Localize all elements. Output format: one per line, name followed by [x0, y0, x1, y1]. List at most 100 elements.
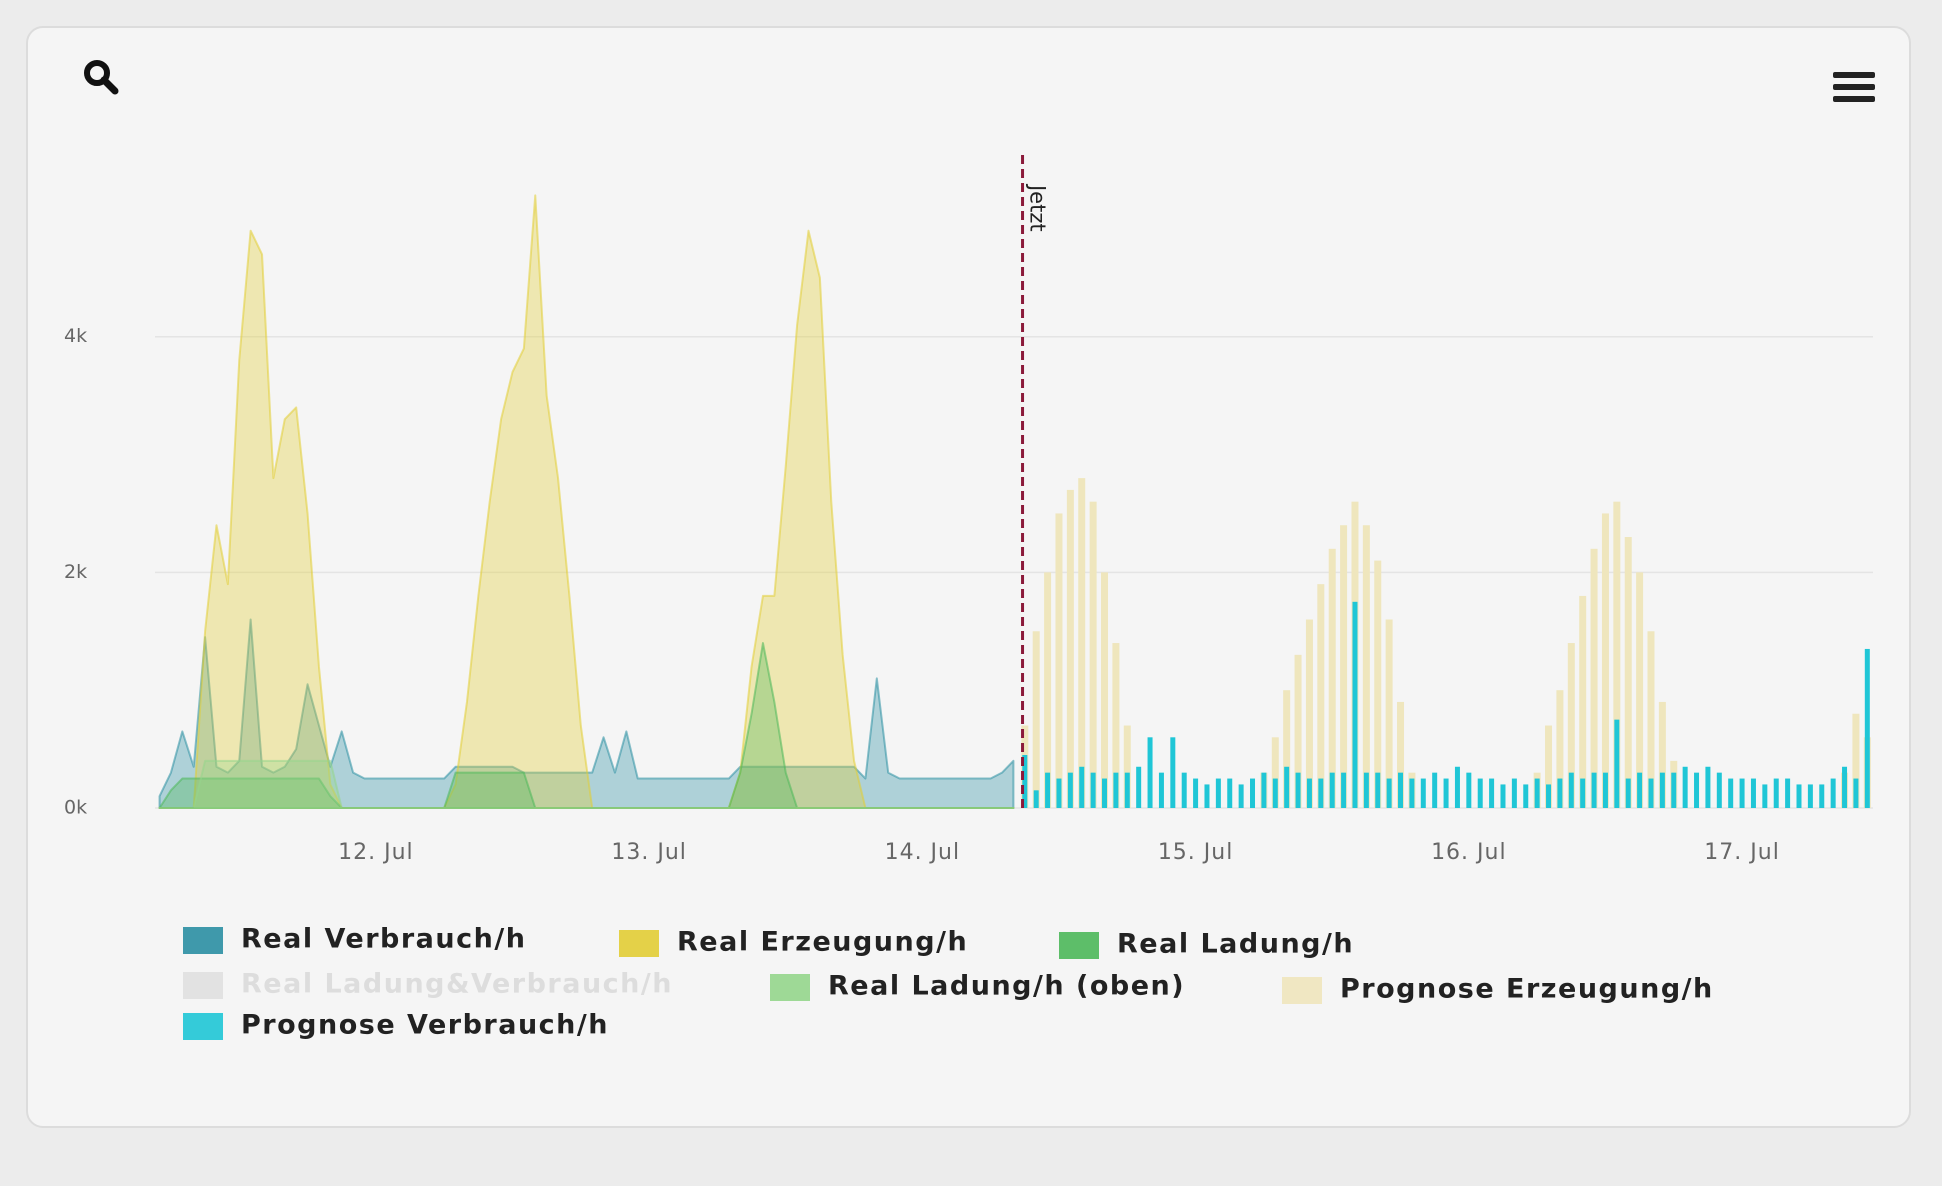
column	[1398, 772, 1404, 808]
legend-symbol	[183, 972, 223, 999]
area	[158, 618, 1015, 809]
column	[1409, 778, 1415, 808]
zoom-icon-handle	[100, 76, 119, 95]
legend-item[interactable]: Prognose Verbrauch/h	[183, 1010, 609, 1041]
column	[1830, 778, 1836, 808]
column	[1716, 772, 1722, 808]
legend-label: Real Ladung&Verbrauch/h	[241, 969, 673, 1000]
column	[1705, 766, 1711, 808]
column	[1443, 778, 1449, 808]
column	[1671, 772, 1677, 808]
column	[1625, 778, 1631, 808]
column	[1614, 719, 1620, 808]
column	[1306, 778, 1312, 808]
legend-item[interactable]: Real Ladung/h	[1059, 929, 1354, 960]
legend-item[interactable]: Prognose Erzeugung/h	[1282, 974, 1714, 1005]
column	[1842, 766, 1848, 808]
legend-label: Real Ladung/h	[1117, 929, 1354, 960]
legend-item[interactable]: Real Ladung/h (oben)	[770, 971, 1185, 1002]
column	[1523, 784, 1529, 808]
column	[1386, 778, 1392, 808]
legend-item[interactable]: Real Erzeugung/h	[619, 927, 968, 958]
column	[1546, 784, 1552, 808]
column	[1739, 778, 1745, 808]
column	[1579, 595, 1587, 808]
column	[1864, 648, 1870, 808]
column	[1602, 772, 1608, 808]
column	[1534, 778, 1540, 808]
column	[1785, 778, 1791, 808]
column	[1590, 548, 1598, 808]
column	[1658, 701, 1666, 808]
x-tick-label: 14. Jul	[885, 840, 961, 865]
menu-icon-bar	[1833, 72, 1875, 78]
column	[1477, 778, 1483, 808]
column	[1261, 772, 1267, 808]
column	[1123, 725, 1131, 808]
menu-icon-bar	[1833, 96, 1875, 102]
x-tick-label: 16. Jul	[1431, 840, 1507, 865]
column	[1363, 772, 1369, 808]
column	[1101, 572, 1109, 808]
legend-symbol	[619, 930, 659, 957]
column	[1489, 778, 1495, 808]
column	[1056, 778, 1062, 808]
zoom-icon-lens	[84, 60, 110, 86]
plot-line-label: Jetzt	[1026, 183, 1050, 232]
column	[1329, 772, 1335, 808]
column	[1557, 778, 1563, 808]
column	[1762, 784, 1768, 808]
column	[1624, 537, 1632, 808]
column	[1420, 778, 1426, 808]
x-tick-label: 13. Jul	[611, 840, 687, 865]
legend-label: Prognose Verbrauch/h	[241, 1010, 609, 1041]
zoom-button[interactable]	[84, 60, 119, 95]
column	[1204, 784, 1210, 808]
column	[1659, 772, 1665, 808]
column	[1853, 778, 1859, 808]
legend-label: Real Erzeugung/h	[677, 927, 968, 958]
column	[1556, 690, 1564, 808]
column	[1819, 784, 1825, 808]
column	[1385, 619, 1393, 808]
column	[1055, 513, 1063, 808]
menu-button[interactable]	[1833, 72, 1875, 102]
column	[1112, 643, 1120, 808]
column	[1466, 772, 1472, 808]
column	[1294, 654, 1302, 808]
column	[1079, 766, 1085, 808]
column	[1295, 772, 1301, 808]
column	[1158, 772, 1164, 808]
legend: Real Verbrauch/h Real Erzeugung/h Real Lad…	[183, 924, 1714, 1041]
legend-symbol	[183, 1013, 223, 1040]
y-tick-label: 4k	[64, 325, 87, 347]
menu-icon-bar	[1833, 84, 1875, 90]
column	[1305, 619, 1313, 808]
column	[1750, 778, 1756, 808]
column	[1032, 631, 1040, 808]
column	[1454, 766, 1460, 808]
column	[1317, 584, 1325, 808]
column	[1568, 772, 1574, 808]
column	[1694, 772, 1700, 808]
area	[158, 759, 1015, 809]
column	[1215, 778, 1221, 808]
column	[1147, 737, 1153, 808]
column	[1397, 701, 1405, 808]
column	[1181, 772, 1187, 808]
column	[1328, 548, 1336, 808]
legend-item[interactable]: Real Verbrauch/h	[183, 924, 526, 955]
legend-item[interactable]: Real Ladung&Verbrauch/h	[183, 969, 673, 1000]
column	[1102, 778, 1108, 808]
axes: 0k 2k 4k 12. Jul 13. Jul 14. Jul 15. Jul 16. Ju…	[64, 325, 1780, 865]
legend-label: Real Ladung/h (oben)	[828, 971, 1185, 1002]
legend-label: Prognose Erzeugung/h	[1340, 974, 1714, 1005]
y-tick-label: 0k	[64, 797, 87, 819]
column	[1033, 790, 1039, 808]
card	[26, 26, 1911, 1128]
column	[1238, 784, 1244, 808]
x-tick-label: 17. Jul	[1704, 840, 1780, 865]
column	[1375, 772, 1381, 808]
column	[1272, 778, 1278, 808]
